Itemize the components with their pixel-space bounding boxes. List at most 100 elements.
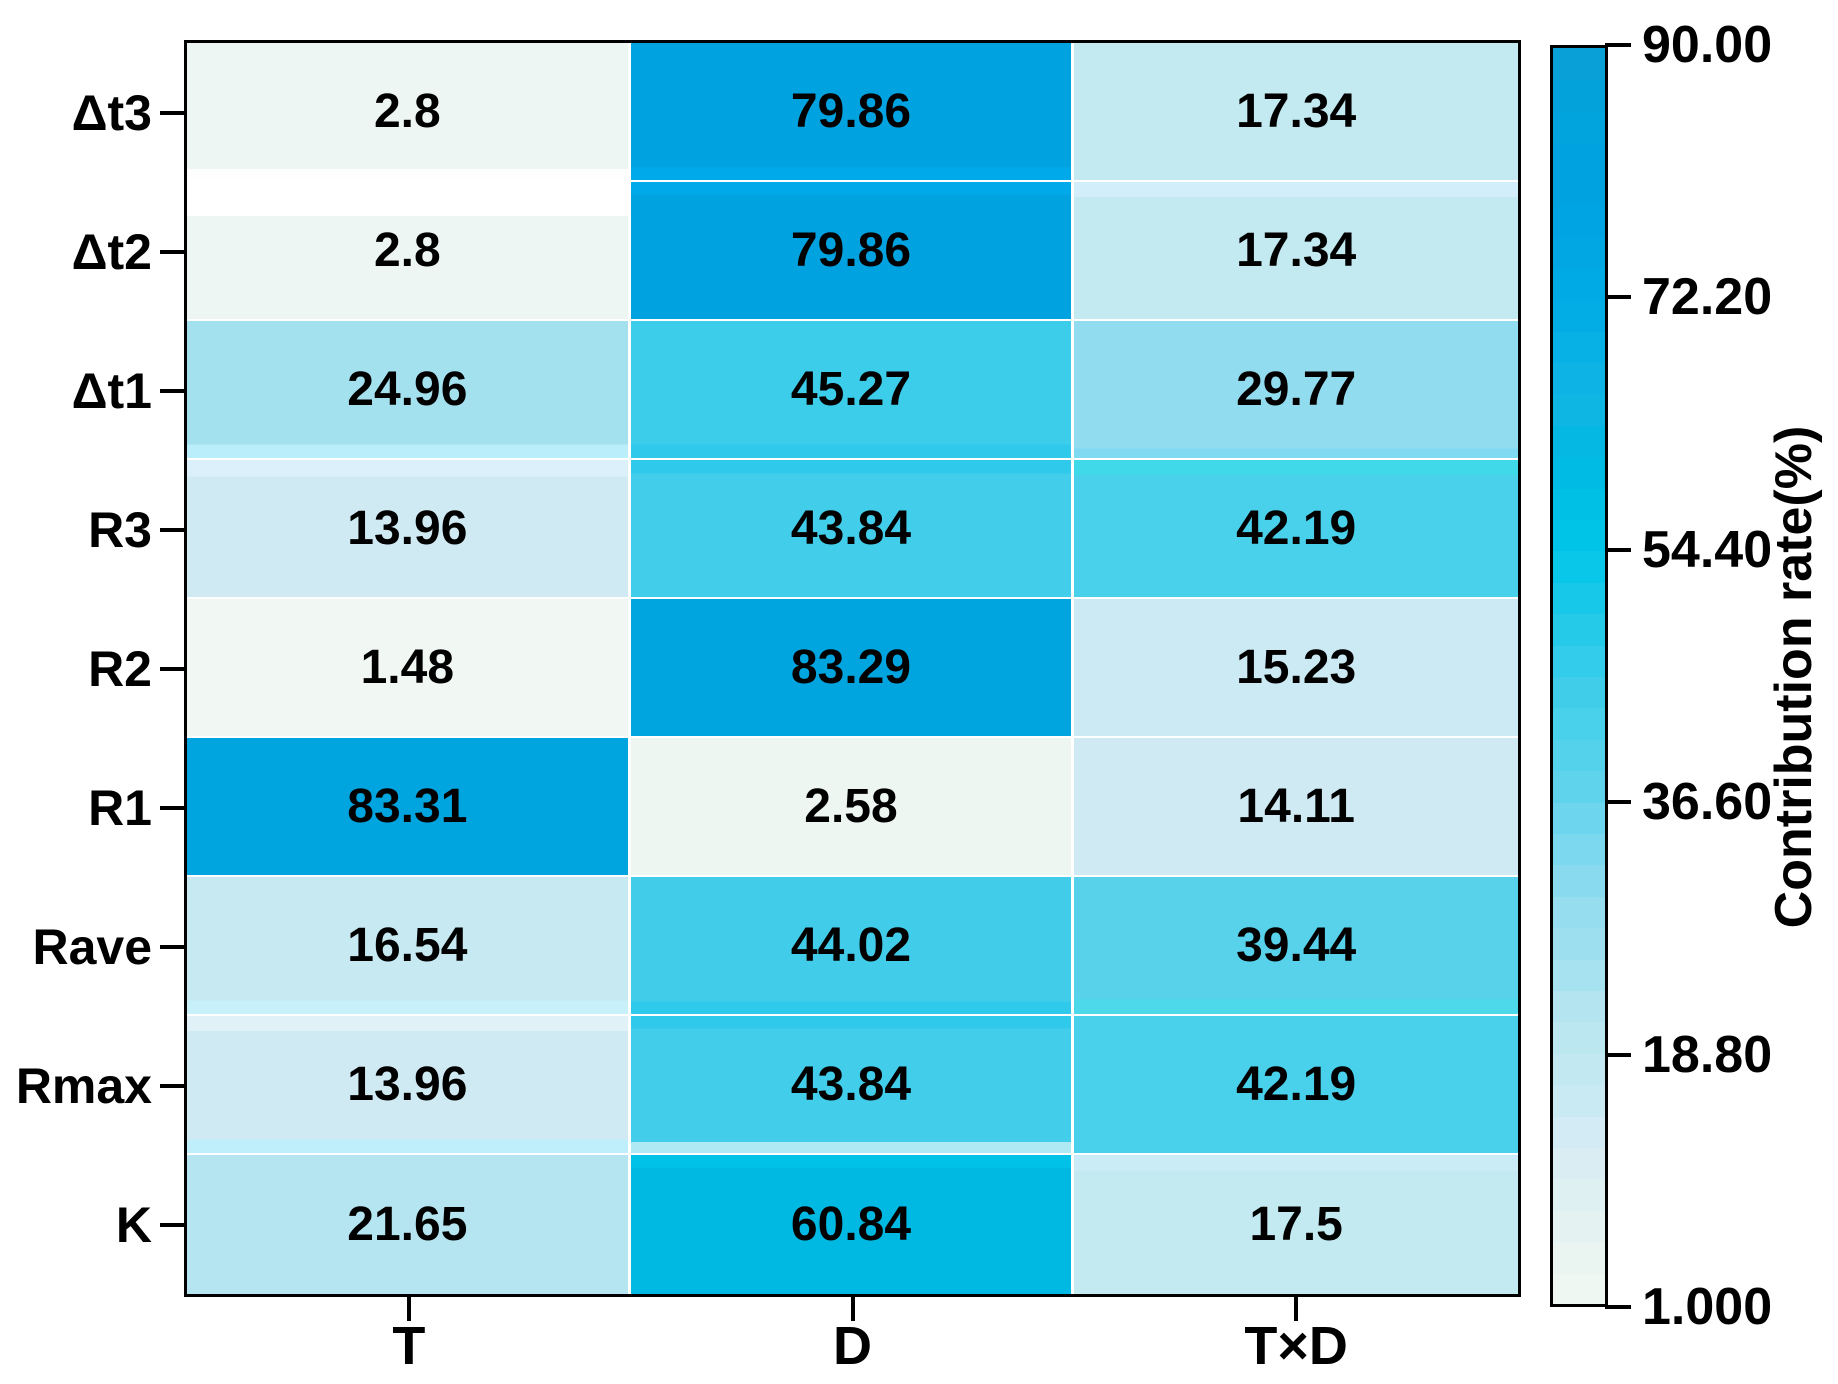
heatmap-cell: 45.27 [630, 321, 1075, 460]
cell-value: 17.34 [1236, 223, 1357, 277]
colorbar-segment [1553, 142, 1605, 175]
y-axis-label: R3 [88, 501, 152, 558]
y-axis-tick [160, 388, 184, 393]
cell-value: 21.65 [347, 1197, 468, 1251]
colorbar-segment [1553, 205, 1605, 238]
y-axis-tick [160, 110, 184, 115]
cell-value: 15.23 [1236, 640, 1357, 694]
cell-value: 43.84 [790, 501, 912, 555]
colorbar-segment [1553, 1272, 1605, 1304]
cell-value: 42.19 [1236, 501, 1357, 555]
heatmap-cell: 13.96 [187, 460, 631, 599]
colorbar-tick-label: 36.60 [1642, 773, 1773, 832]
heatmap-cell: 79.86 [630, 43, 1075, 182]
y-axis-label: Δt2 [71, 223, 152, 280]
heatmap-cell: 39.44 [1074, 877, 1518, 1016]
colorbar-segment [1553, 707, 1605, 740]
y-axis-label: Δt1 [71, 362, 152, 419]
colorbar-tick [1605, 547, 1631, 552]
y-axis-tick [160, 805, 184, 810]
heatmap-cell: 83.29 [630, 599, 1075, 738]
cell-value: 83.31 [347, 779, 468, 833]
cell-value: 60.84 [790, 1197, 912, 1251]
colorbar-tick [1605, 800, 1631, 805]
heatmap-cell: 60.84 [630, 1155, 1075, 1294]
colorbar-segment [1553, 1021, 1605, 1054]
cell-value: 43.84 [790, 1057, 912, 1111]
cell-value: 29.77 [1236, 362, 1357, 416]
heatmap-cell: 1.48 [187, 599, 631, 738]
colorbar-tick-label: 72.20 [1642, 268, 1773, 327]
y-axis-label: R1 [88, 779, 152, 836]
colorbar-segment [1553, 110, 1605, 144]
colorbar-tick [1605, 1305, 1631, 1309]
heatmap-cell: 2.8 [187, 182, 631, 321]
cell-value: 83.29 [790, 640, 912, 694]
heatmap-cell: 29.77 [1074, 321, 1518, 460]
cell-value: 44.02 [790, 918, 912, 972]
y-axis-tick [160, 1222, 184, 1227]
colorbar-segment [1553, 299, 1605, 332]
colorbar-segment [1553, 487, 1605, 520]
colorbar-segment [1553, 173, 1605, 206]
colorbar-segment [1553, 519, 1605, 552]
cell-value: 17.34 [1236, 84, 1357, 138]
colorbar-segment [1553, 330, 1605, 363]
colorbar-axis-label: Contribution rate(%) [1765, 425, 1823, 929]
colorbar-segment [1553, 801, 1605, 834]
heatmap-cell: 24.96 [187, 321, 631, 460]
y-axis-tick [160, 249, 184, 254]
cell-value: 39.44 [1236, 918, 1357, 972]
heatmap-cell: 14.11 [1074, 738, 1518, 877]
heatmap-cell: 17.34 [1074, 182, 1518, 321]
heatmap-cell: 2.58 [630, 738, 1075, 877]
y-axis-tick [160, 666, 184, 671]
cell-value: 13.96 [347, 501, 468, 555]
heatmap-cell: 44.02 [630, 877, 1075, 1016]
colorbar-segment [1553, 958, 1605, 991]
colorbar-tick [1605, 295, 1631, 300]
heatmap-cell: 79.86 [630, 182, 1075, 321]
cell-value: 2.8 [373, 84, 441, 138]
colorbar-tick [1605, 43, 1631, 47]
colorbar-segment [1553, 1115, 1605, 1148]
colorbar-segment [1553, 990, 1605, 1023]
y-axis-label: Δt3 [71, 84, 152, 141]
colorbar-segment [1553, 864, 1605, 897]
colorbar-segment [1553, 613, 1605, 646]
cell-value: 42.19 [1236, 1057, 1357, 1111]
y-axis-label: K [115, 1196, 152, 1253]
colorbar-segment [1553, 393, 1605, 426]
colorbar-segment [1553, 927, 1605, 960]
heatmap-cell: 21.65 [187, 1155, 631, 1294]
heatmap-cell: 17.5 [1074, 1155, 1518, 1294]
cell-value: 13.96 [347, 1057, 468, 1111]
heatmap-cell: 2.8 [187, 43, 631, 182]
colorbar-segment [1553, 456, 1605, 489]
colorbar-tick [1605, 1052, 1631, 1057]
y-axis-tick [160, 1083, 184, 1088]
colorbar-tick-label: 1.000 [1642, 1278, 1773, 1336]
y-axis-tick [160, 944, 184, 949]
heatmap-cell: 42.19 [1074, 1016, 1518, 1155]
y-axis-label: R2 [88, 640, 152, 697]
x-axis-tick [1294, 1297, 1299, 1321]
x-axis-tick [406, 1297, 411, 1321]
heatmap-cell: 13.96 [187, 1016, 631, 1155]
x-axis-label: T×D [1244, 1316, 1348, 1376]
heatmap-cell: 16.54 [187, 877, 631, 1016]
colorbar-segment [1553, 236, 1605, 269]
colorbar-segment [1553, 738, 1605, 772]
colorbar-segment [1553, 362, 1605, 395]
y-axis-label: Rmax [15, 1057, 152, 1114]
cell-value: 16.54 [347, 918, 468, 972]
heatmap-cell: 43.84 [630, 460, 1075, 599]
colorbar-segment [1553, 644, 1605, 677]
colorbar-segment [1553, 676, 1605, 709]
colorbar [1550, 45, 1608, 1307]
cell-value: 45.27 [790, 362, 912, 416]
heatmap-cell: 15.23 [1074, 599, 1518, 738]
x-axis-tick [850, 1297, 855, 1321]
colorbar-segment [1553, 895, 1605, 929]
heatmap-cell: 42.19 [1074, 460, 1518, 599]
